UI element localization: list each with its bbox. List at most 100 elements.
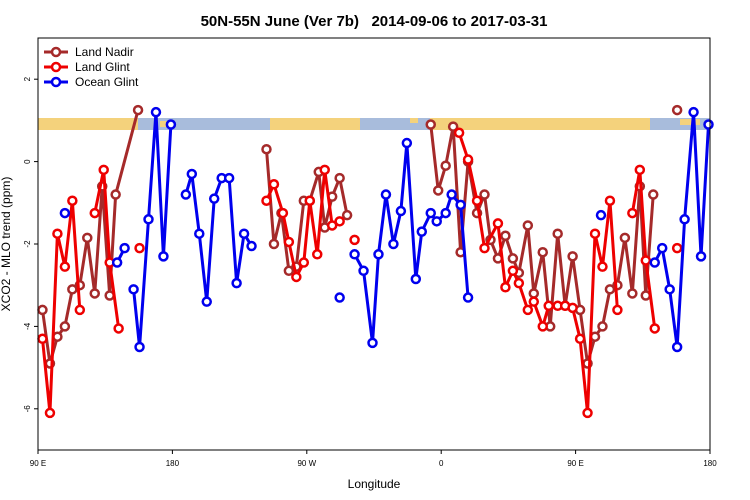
data-point <box>291 271 302 283</box>
data-point <box>277 207 289 219</box>
data-point <box>349 249 360 260</box>
data-point <box>528 296 540 307</box>
data-point <box>425 119 436 130</box>
data-point <box>319 164 330 176</box>
data-point <box>567 302 578 314</box>
data-point <box>334 172 345 184</box>
data-point <box>59 261 71 272</box>
data-point <box>500 282 511 293</box>
data-point <box>619 232 631 244</box>
data-point <box>349 234 360 246</box>
data-point <box>52 228 63 239</box>
data-point <box>648 189 659 200</box>
data-point <box>67 195 78 206</box>
data-point <box>425 207 436 219</box>
data-point <box>543 300 554 312</box>
data-point <box>132 104 144 116</box>
data-point <box>492 218 504 229</box>
data-point <box>223 172 235 184</box>
data-point <box>455 199 466 211</box>
data-point <box>358 265 369 277</box>
data-point <box>180 189 192 200</box>
data-point <box>373 249 384 260</box>
data-point <box>597 321 608 332</box>
data-point <box>522 304 534 316</box>
x-axis-label: Longitude <box>348 477 401 491</box>
chart-title: 50N-55N June (Ver 7b) 2014-09-06 to 2017… <box>201 13 548 30</box>
data-point <box>231 277 242 289</box>
data-point <box>679 214 690 225</box>
y-tick-label: 0 <box>23 159 32 164</box>
y-axis-label: XCO2 - MLO trend (ppm) <box>0 177 13 312</box>
data-point <box>119 242 130 254</box>
data-point <box>612 304 623 316</box>
x-tick-label: 0 <box>439 459 444 468</box>
data-point <box>627 207 638 219</box>
data-point <box>194 228 205 239</box>
data-point <box>567 251 578 262</box>
data-point <box>238 228 250 239</box>
data-point <box>37 304 48 316</box>
data-point <box>128 284 139 295</box>
data-point <box>326 220 338 231</box>
data-point <box>246 240 257 252</box>
legend-marker <box>50 76 62 88</box>
data-point <box>401 137 413 149</box>
data-point <box>528 288 540 299</box>
data-point <box>59 207 71 219</box>
legend-marker <box>50 61 62 73</box>
data-point <box>89 288 100 299</box>
data-point <box>471 195 483 206</box>
data-point <box>431 216 442 227</box>
data-point <box>671 242 683 254</box>
data-point <box>688 106 699 118</box>
data-point <box>537 321 548 332</box>
data-point <box>634 164 646 176</box>
data-point <box>440 207 451 219</box>
data-point <box>380 189 392 200</box>
data-point <box>432 185 444 196</box>
data-point <box>589 228 601 239</box>
data-point <box>186 168 198 180</box>
data-point <box>604 195 616 206</box>
data-point <box>143 214 154 225</box>
data-point <box>703 119 714 130</box>
data-point <box>595 209 607 221</box>
data-point <box>165 119 177 130</box>
data-point <box>111 257 123 268</box>
data-point <box>298 257 310 268</box>
data-point <box>388 238 399 250</box>
data-point <box>695 251 707 262</box>
data-point <box>507 253 519 264</box>
data-point <box>261 143 272 155</box>
data-point <box>507 265 519 277</box>
data-point <box>312 249 323 260</box>
data-point <box>304 195 316 206</box>
x-tick-label: 180 <box>166 459 180 468</box>
data-point <box>649 323 660 334</box>
data-point <box>52 331 63 342</box>
data-point <box>582 407 593 419</box>
data-point <box>589 331 601 342</box>
data-point <box>110 189 121 200</box>
x-tick-label: 90 E <box>567 459 583 468</box>
data-point <box>671 104 683 116</box>
data-point <box>208 193 220 204</box>
data-point <box>158 251 169 262</box>
data-point <box>74 304 86 316</box>
data-point <box>479 189 490 200</box>
data-point <box>671 341 683 353</box>
data-point <box>98 164 109 176</box>
y-tick-label: -6 <box>23 405 32 413</box>
legend-label: Ocean Glint <box>75 75 139 89</box>
data-point <box>537 246 548 258</box>
data-point <box>268 238 280 250</box>
data-point <box>89 207 100 219</box>
data-point <box>597 261 608 272</box>
data-point <box>416 226 428 237</box>
data-point <box>446 189 457 200</box>
data-point <box>59 321 71 332</box>
y-tick-label: -2 <box>23 240 32 248</box>
legend-label: Land Glint <box>75 60 130 74</box>
data-point <box>574 333 586 345</box>
